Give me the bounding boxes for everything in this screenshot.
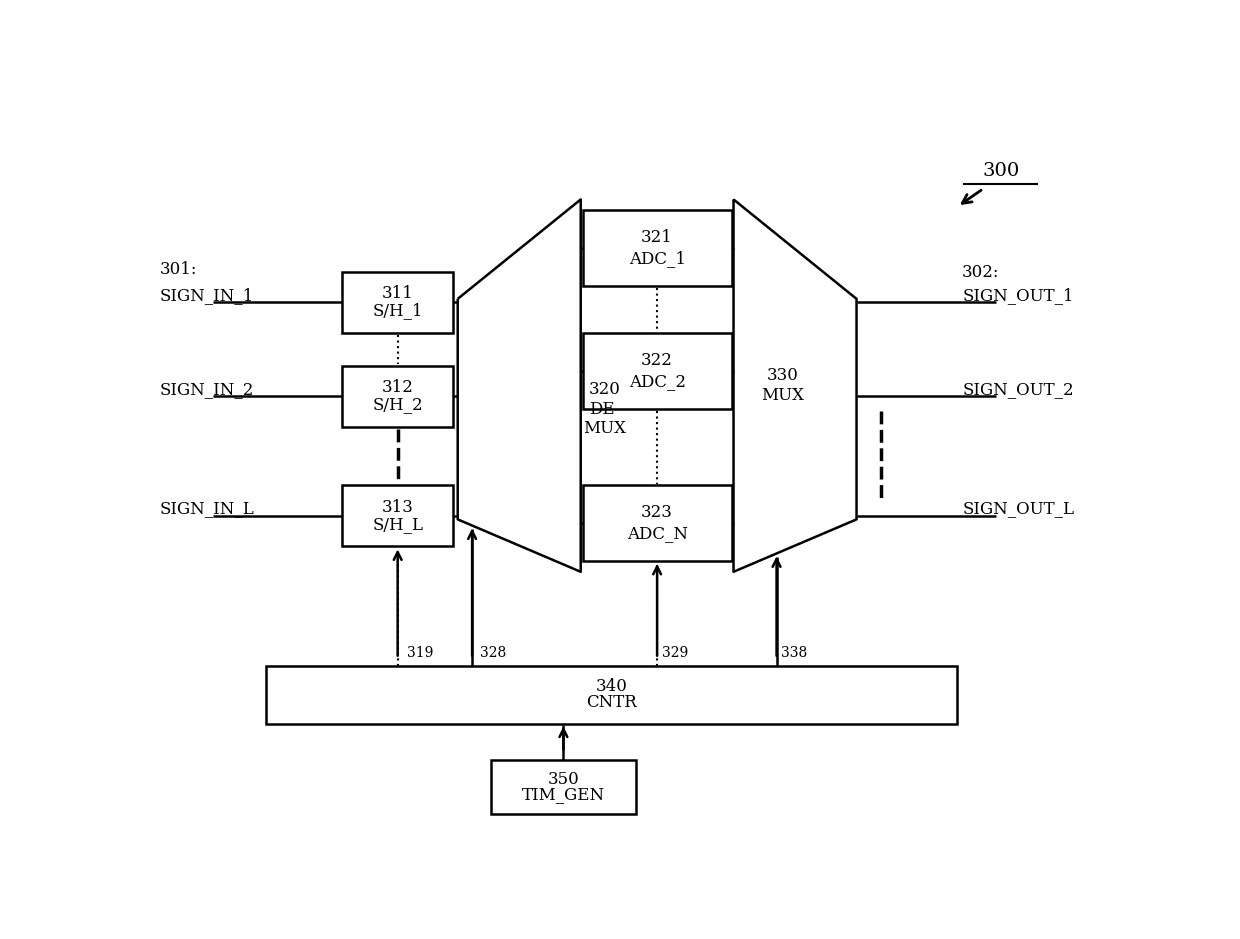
Text: 320
DE-
MUX: 320 DE- MUX <box>583 381 626 438</box>
Text: 329: 329 <box>662 646 688 660</box>
FancyBboxPatch shape <box>491 760 635 814</box>
Text: S/H_1: S/H_1 <box>372 302 423 319</box>
Text: SIGN_IN_1: SIGN_IN_1 <box>160 286 254 303</box>
Text: S/H_2: S/H_2 <box>372 396 423 413</box>
Text: ADC_1: ADC_1 <box>629 251 686 268</box>
Text: 319: 319 <box>407 646 434 660</box>
Text: SIGN_IN_2: SIGN_IN_2 <box>160 380 254 398</box>
Text: 338: 338 <box>781 646 807 660</box>
Text: SIGN_OUT_L: SIGN_OUT_L <box>962 500 1074 517</box>
Text: 340: 340 <box>595 678 627 695</box>
Text: SIGN_IN_L: SIGN_IN_L <box>160 500 254 517</box>
FancyBboxPatch shape <box>583 333 732 409</box>
Text: 323: 323 <box>641 504 673 521</box>
Text: 350: 350 <box>548 771 579 788</box>
Text: 311: 311 <box>382 285 414 302</box>
Text: CNTR: CNTR <box>587 694 637 712</box>
FancyBboxPatch shape <box>583 485 732 561</box>
FancyBboxPatch shape <box>342 271 453 333</box>
Text: TIM_GEN: TIM_GEN <box>522 786 605 803</box>
Text: 302:: 302: <box>962 264 999 281</box>
Text: 313: 313 <box>382 499 414 516</box>
Text: ADC_2: ADC_2 <box>629 374 686 391</box>
FancyBboxPatch shape <box>342 365 453 427</box>
Text: 300: 300 <box>982 162 1019 179</box>
FancyBboxPatch shape <box>265 666 957 724</box>
FancyBboxPatch shape <box>583 210 732 286</box>
Text: 312: 312 <box>382 379 414 396</box>
Text: 330
MUX: 330 MUX <box>761 367 805 404</box>
FancyBboxPatch shape <box>342 485 453 546</box>
Text: 322: 322 <box>641 352 673 369</box>
Text: 301:: 301: <box>160 261 197 279</box>
Text: 328: 328 <box>480 646 506 660</box>
Text: SIGN_OUT_1: SIGN_OUT_1 <box>962 286 1074 303</box>
Text: 321: 321 <box>641 229 673 246</box>
Text: ADC_N: ADC_N <box>626 525 688 542</box>
Text: S/H_L: S/H_L <box>372 516 423 532</box>
Text: SIGN_OUT_2: SIGN_OUT_2 <box>962 380 1074 398</box>
